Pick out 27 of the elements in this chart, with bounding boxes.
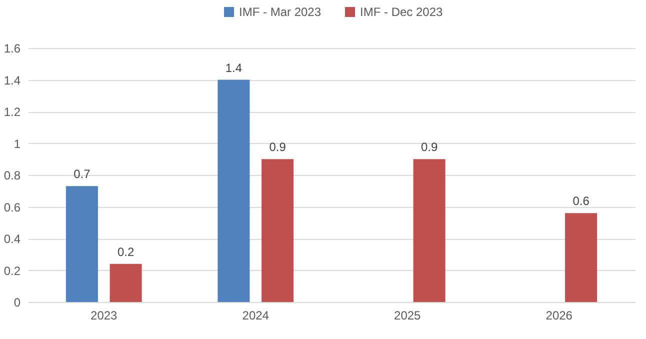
data-label: 0.9 [420,140,438,154]
y-tick-label: 0.2 [4,264,21,278]
data-label: 0.6 [572,194,590,208]
bar [110,264,142,302]
legend-label: IMF - Mar 2023 [239,5,322,19]
data-label: 1.4 [225,60,242,75]
x-tick-label: 2023 [90,308,118,322]
bar [565,213,598,302]
y-tick-label: 1 [14,136,21,151]
x-tick-label: 2024 [242,308,270,322]
data-label: 0.7 [74,167,91,182]
bar [66,186,98,302]
bar [262,159,294,302]
data-label: 0.2 [117,244,134,259]
bar [218,80,250,302]
y-tick-label: 1.6 [4,42,21,56]
y-tick-label: 0.6 [4,200,21,214]
data-label: 0.9 [269,140,286,154]
legend-label: IMF - Dec 2023 [360,5,444,19]
y-tick-label: 1.2 [4,105,21,119]
y-tick-label: 0 [14,296,21,310]
x-tick-label: 2026 [546,308,573,322]
y-tick-label: 0.4 [4,232,21,246]
y-tick-label: 0.8 [4,168,21,182]
x-tick-label: 2025 [394,308,422,322]
bar [413,159,446,302]
y-tick-label: 1.4 [4,73,21,88]
